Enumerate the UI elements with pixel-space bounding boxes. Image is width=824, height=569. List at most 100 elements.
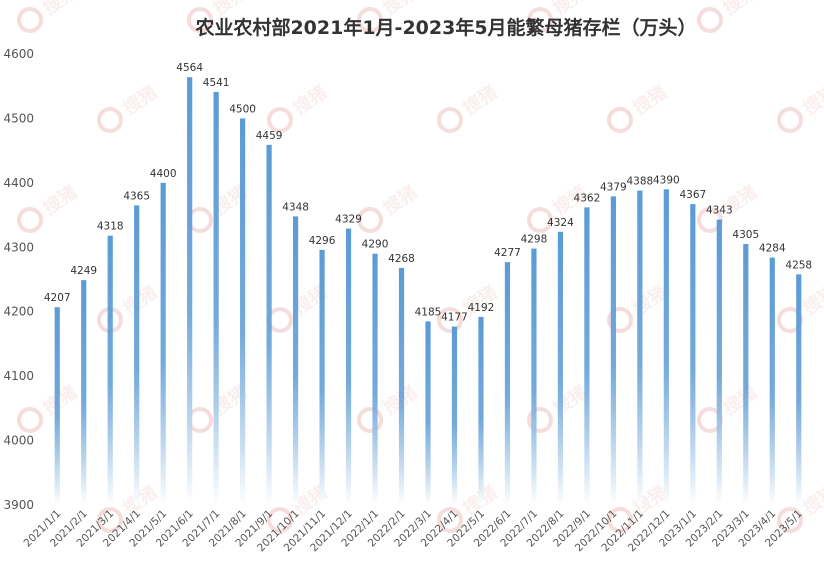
- data-label: 4249: [70, 265, 97, 277]
- watermark-ring: [527, 7, 553, 33]
- bar: [345, 228, 352, 505]
- y-tick-label: 4200: [3, 305, 34, 319]
- data-label: 4390: [653, 174, 680, 186]
- watermark-ring: [97, 107, 123, 133]
- data-label: 4362: [574, 192, 601, 204]
- bar: [213, 92, 219, 505]
- data-label: 4367: [679, 189, 706, 201]
- watermark-ring: [17, 7, 43, 33]
- watermark-ring: [697, 207, 723, 233]
- watermark-ring: [777, 107, 803, 133]
- bar: [107, 235, 113, 505]
- watermark-ring: [607, 107, 633, 133]
- bar: [398, 267, 405, 505]
- watermark-text: 搜猪: [459, 81, 501, 120]
- bar: [54, 307, 60, 505]
- bar: [531, 248, 537, 505]
- watermark-ring: [777, 507, 803, 533]
- data-label: 4379: [600, 181, 627, 193]
- watermark-text: 搜猪: [289, 81, 331, 120]
- bar: [769, 257, 775, 505]
- watermark-logo: 搜猪: [357, 181, 421, 233]
- bar: [319, 249, 325, 505]
- watermark-text: 搜猪: [379, 181, 421, 220]
- watermark-text: 搜猪: [799, 281, 824, 320]
- data-label: 4329: [335, 214, 362, 226]
- bar: [425, 321, 431, 505]
- bar: [240, 118, 246, 506]
- data-label: 4564: [176, 62, 203, 74]
- watermark-text: 搜猪: [719, 0, 761, 20]
- y-tick-label: 4400: [3, 176, 34, 190]
- watermark-text: 搜猪: [799, 81, 824, 120]
- data-label: 4185: [415, 306, 442, 318]
- chart-title: 农业农村部2021年1月-2023年5月能繁母猪存栏（万头）: [194, 16, 696, 39]
- data-label: 4290: [362, 239, 389, 251]
- watermark-text: 搜猪: [629, 81, 671, 120]
- data-label: 4388: [626, 176, 653, 188]
- watermark-ring: [267, 507, 293, 533]
- watermark-logo: 搜猪: [17, 0, 81, 33]
- watermark-logo: 搜猪: [697, 381, 761, 433]
- watermark-ring: [267, 107, 293, 133]
- watermark-ring: [437, 107, 463, 133]
- watermark-ring: [97, 507, 123, 533]
- bar: [796, 274, 802, 505]
- bar: [557, 231, 564, 505]
- data-label: 4268: [388, 253, 415, 265]
- watermark-text: 搜猪: [39, 181, 81, 220]
- watermark-text: 搜猪: [119, 281, 161, 320]
- data-label: 4541: [203, 77, 230, 89]
- y-tick-label: 4600: [3, 47, 34, 61]
- watermark-logo: 搜猪: [607, 81, 671, 133]
- watermark-text: 搜猪: [119, 81, 161, 120]
- data-label: 4500: [229, 103, 256, 115]
- data-label: 4305: [732, 229, 759, 241]
- bar: [81, 280, 87, 505]
- watermark-ring: [17, 407, 43, 433]
- watermark-text: 搜猪: [799, 481, 824, 520]
- y-tick-label: 3900: [3, 498, 34, 512]
- bar: [663, 189, 669, 506]
- data-label: 4365: [123, 190, 150, 202]
- data-label: 4284: [759, 243, 786, 255]
- bars: [54, 77, 802, 506]
- data-label: 4459: [256, 130, 283, 142]
- y-tick-label: 4300: [3, 240, 34, 254]
- data-label: 4192: [468, 302, 495, 314]
- watermark-logo: 搜猪: [267, 81, 331, 133]
- watermark-ring: [17, 207, 43, 233]
- watermark-ring: [187, 7, 213, 33]
- data-label: 4296: [309, 235, 336, 247]
- bar: [610, 196, 616, 505]
- data-label: 4318: [97, 221, 124, 233]
- data-label: 4298: [521, 234, 548, 246]
- data-label: 4258: [785, 259, 812, 271]
- bar: [134, 205, 140, 505]
- bar: [478, 316, 484, 505]
- watermark-ring: [437, 507, 463, 533]
- watermark-logo: 搜猪: [697, 0, 761, 33]
- watermark-ring: [357, 7, 383, 33]
- data-label: 4207: [44, 292, 71, 304]
- watermark-ring: [357, 407, 383, 433]
- watermark-logo: 搜猪: [17, 381, 81, 433]
- watermark-ring: [527, 207, 553, 233]
- bar: [292, 216, 299, 506]
- bar: [504, 262, 511, 505]
- watermark-ring: [607, 507, 633, 533]
- y-tick-label: 4500: [3, 111, 34, 125]
- watermark-logo: 搜猪: [357, 381, 421, 433]
- y-tick-label: 4100: [3, 369, 34, 383]
- watermark-ring: [97, 307, 123, 333]
- x-axis: 2021/1/12021/2/12021/3/12021/4/12021/5/1…: [22, 508, 805, 555]
- watermark-ring: [607, 307, 633, 333]
- watermark-logo: 搜猪: [437, 81, 501, 133]
- data-label: 4177: [441, 312, 468, 324]
- bar: [637, 190, 643, 505]
- y-axis: 3900 4000 4100 4200 4300 4400 4500 4600: [3, 47, 34, 512]
- watermark-ring: [527, 407, 553, 433]
- data-label: 4400: [150, 168, 177, 180]
